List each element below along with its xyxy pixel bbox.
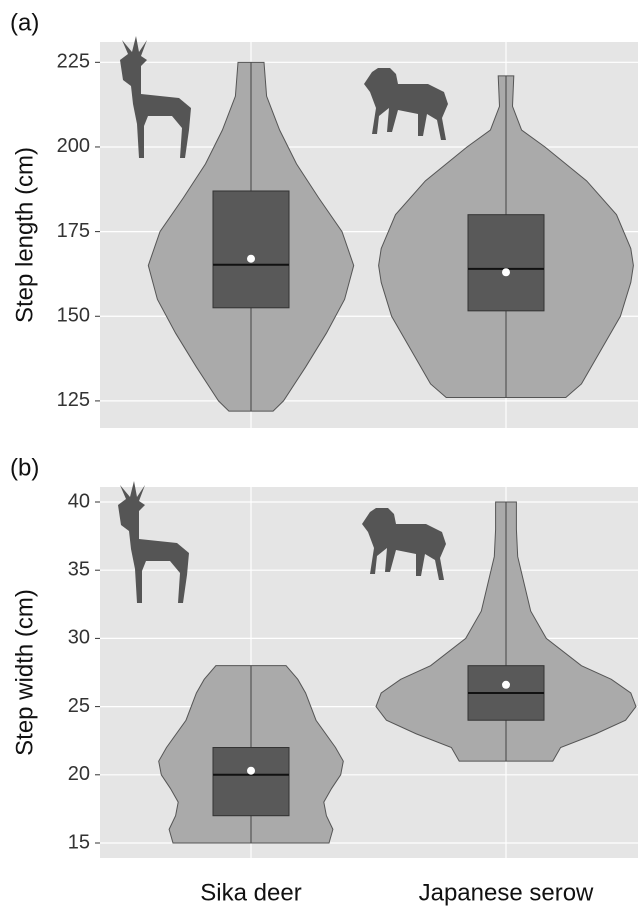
mean <box>247 255 255 263</box>
y-tick-label: 225 <box>57 51 90 73</box>
y-axis-title: Step width (cm) <box>11 589 38 756</box>
y-tick-label: 15 <box>68 831 90 853</box>
figure: 125 150 175 200 225 (a) Step length (cm) 15 20 25… <box>0 0 638 908</box>
y-tick-label: 30 <box>68 627 90 649</box>
x-tick-label: Japanese serow <box>419 879 594 906</box>
y-tick-label: 35 <box>68 558 90 580</box>
mean <box>247 767 255 775</box>
panel-label: (b) <box>10 454 39 481</box>
x-tick-label: Sika deer <box>200 879 301 906</box>
y-tick-label: 200 <box>57 135 90 157</box>
box <box>468 215 544 311</box>
box <box>213 748 289 816</box>
y-tick-label: 150 <box>57 305 90 327</box>
y-tick-label: 125 <box>57 389 90 411</box>
mean <box>502 681 510 689</box>
y-axis-title: Step length (cm) <box>11 147 38 323</box>
y-tick-label: 40 <box>68 490 90 512</box>
mean <box>502 268 510 276</box>
y-tick-label: 20 <box>68 763 90 785</box>
y-tick-label: 175 <box>57 220 90 242</box>
box <box>213 191 289 308</box>
panel-label: (a) <box>10 9 39 36</box>
y-tick-label: 25 <box>68 695 90 717</box>
